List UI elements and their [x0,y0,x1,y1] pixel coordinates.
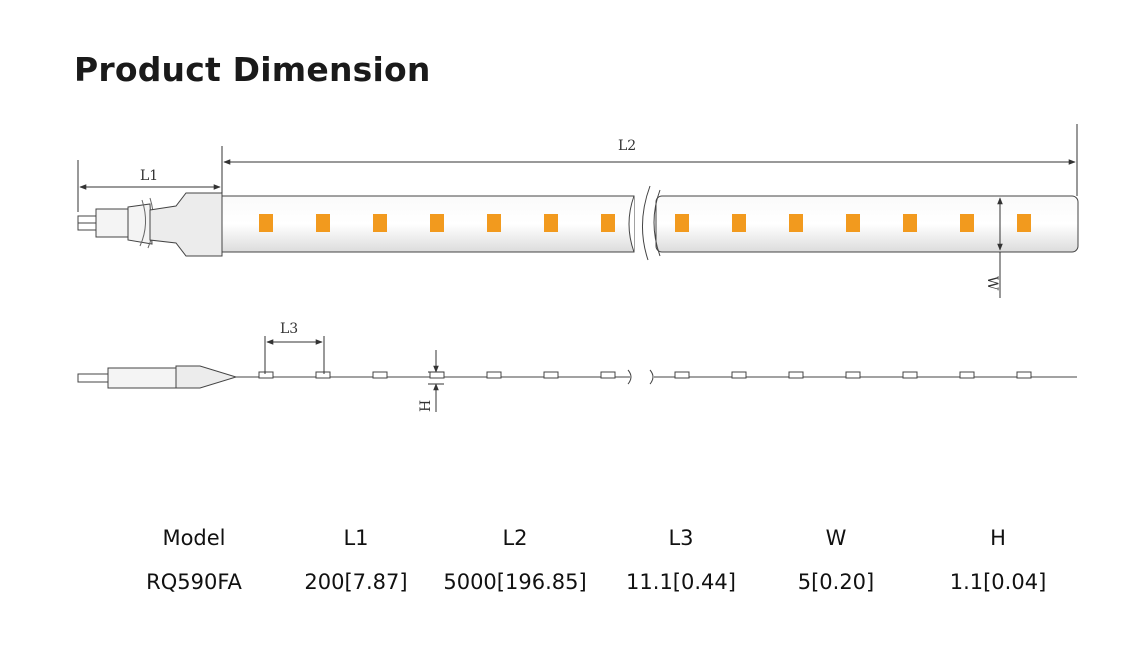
h-dimension [428,350,444,412]
led-chip [960,214,974,232]
led-chip [1017,214,1031,232]
led-chip [259,214,273,232]
end-cap [149,192,223,257]
led-chip [675,214,689,232]
table-cell: 200[7.87] [304,570,408,594]
led-chip [373,214,387,232]
table-header-row: Model L1 L2 L3 W H [118,516,1098,560]
side-cable [107,367,177,389]
l3-label: L3 [280,321,298,337]
side-cap [175,365,238,389]
side-led-chip [486,371,502,379]
header-cell: L2 [502,526,528,550]
header-cell: L3 [668,526,694,550]
led-chip [601,214,615,232]
led-chip [544,214,558,232]
header-cell: Model [162,526,226,550]
l1-label: L1 [140,168,158,184]
led-group [259,214,1031,232]
side-led-chip [674,371,690,379]
side-led-group [258,371,1032,379]
table-cell: RQ590FA [146,570,242,594]
side-led-chip [959,371,975,379]
led-chip [903,214,917,232]
led-chip [732,214,746,232]
led-chip [487,214,501,232]
l3-dimension [264,336,325,374]
side-led-chip [1016,371,1032,379]
side-led-chip [258,371,274,379]
strip-segment-left [221,195,635,253]
l2-label: L2 [618,138,636,154]
cable [127,203,153,245]
table-cell: 5[0.20] [797,570,875,594]
side-led-chip [315,371,331,379]
strip-segment-right [655,195,1079,253]
side-wire-tip [77,373,109,383]
dimension-table: Model L1 L2 L3 W H RQ590FA 200[7.87] 500… [118,516,1098,604]
side-led-chip [429,371,445,379]
side-led-chip [788,371,804,379]
header-cell: H [990,526,1006,550]
side-led-chip [600,371,616,379]
side-view [77,365,1077,389]
h-label: H [418,400,434,412]
top-view [77,185,1079,261]
side-led-chip [543,371,559,379]
side-led-chip [372,371,388,379]
header-cell: L1 [343,526,369,550]
l2-dimension [223,124,1078,196]
table-cell: 1.1[0.04] [949,570,1047,594]
led-chip [316,214,330,232]
led-chip [789,214,803,232]
side-led-chip [902,371,918,379]
w-label: W [984,276,1000,291]
l1-dimension [77,146,223,212]
table-cell: 11.1[0.44] [626,570,736,594]
led-chip [430,214,444,232]
page-title: Product Dimension [74,50,431,89]
side-led-chip [845,371,861,379]
header-cell: W [825,526,847,550]
wire-body [95,208,129,238]
table-row: RQ590FA 200[7.87] 5000[196.85] 11.1[0.44… [118,560,1098,604]
side-led-chip [731,371,747,379]
led-chip [846,214,860,232]
table-cell: 5000[196.85] [443,570,587,594]
